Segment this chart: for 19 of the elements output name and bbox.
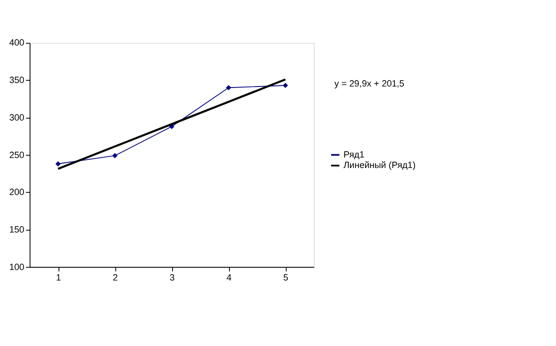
y-tick-label: 350 — [9, 75, 24, 86]
x-tick-label: 1 — [56, 272, 62, 282]
x-tick-label: 3 — [170, 272, 175, 282]
point — [112, 153, 118, 158]
y-tick-label: 250 — [9, 150, 24, 160]
y-tick-label: 200 — [9, 187, 24, 198]
y-tick-label: 400 — [9, 38, 24, 48]
point — [282, 82, 288, 88]
y-tick-label: 300 — [9, 112, 24, 122]
x-tick-label: 4 — [226, 272, 232, 282]
x-tick-label: 2 — [112, 272, 118, 282]
point — [226, 85, 232, 90]
legend-label: Ряд1 — [343, 149, 364, 160]
x-tick-label: 5 — [283, 272, 288, 282]
text: y = 29,9x + 201,5 — [334, 78, 404, 89]
point — [55, 161, 61, 166]
legend-label: Линейный (Ряд1) — [343, 160, 416, 170]
y-tick-label: 150 — [9, 224, 24, 234]
y-tick-label: 100 — [9, 262, 24, 272]
